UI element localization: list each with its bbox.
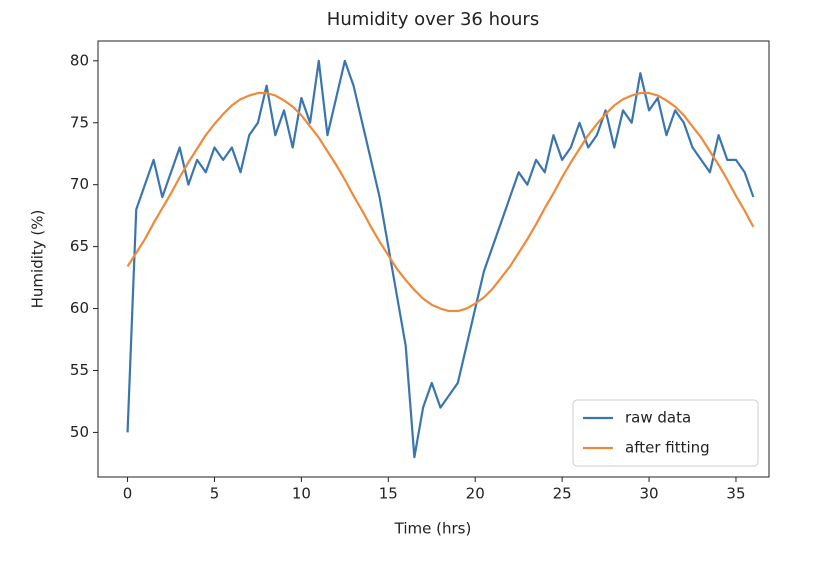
x-tick-label: 5 <box>210 485 220 503</box>
y-axis-label: Humidity (%) <box>29 210 47 309</box>
x-tick-label: 20 <box>466 485 485 503</box>
x-tick-label: 0 <box>123 485 133 503</box>
series-line <box>126 91 755 313</box>
x-tick-label: 25 <box>553 485 572 503</box>
x-tick-label: 30 <box>640 485 659 503</box>
x-tick-label: 10 <box>292 485 311 503</box>
chart-title: Humidity over 36 hours <box>327 9 539 30</box>
y-tick-label: 70 <box>70 175 89 193</box>
plot-frame <box>97 40 770 478</box>
y-tick-label: 65 <box>70 237 89 255</box>
y-tick-label: 75 <box>70 113 89 131</box>
legend-label: after fitting <box>625 439 710 457</box>
legend-box <box>572 399 759 467</box>
series-line <box>126 59 755 459</box>
x-tick-label: 35 <box>726 485 745 503</box>
y-tick-label: 50 <box>70 423 89 441</box>
legend-label: raw data <box>625 409 691 427</box>
x-tick-label: 15 <box>379 485 398 503</box>
y-tick-label: 55 <box>70 361 89 379</box>
y-tick-label: 60 <box>70 299 89 317</box>
y-tick-label: 80 <box>70 51 89 69</box>
x-axis-label: Time (hrs) <box>394 520 472 538</box>
